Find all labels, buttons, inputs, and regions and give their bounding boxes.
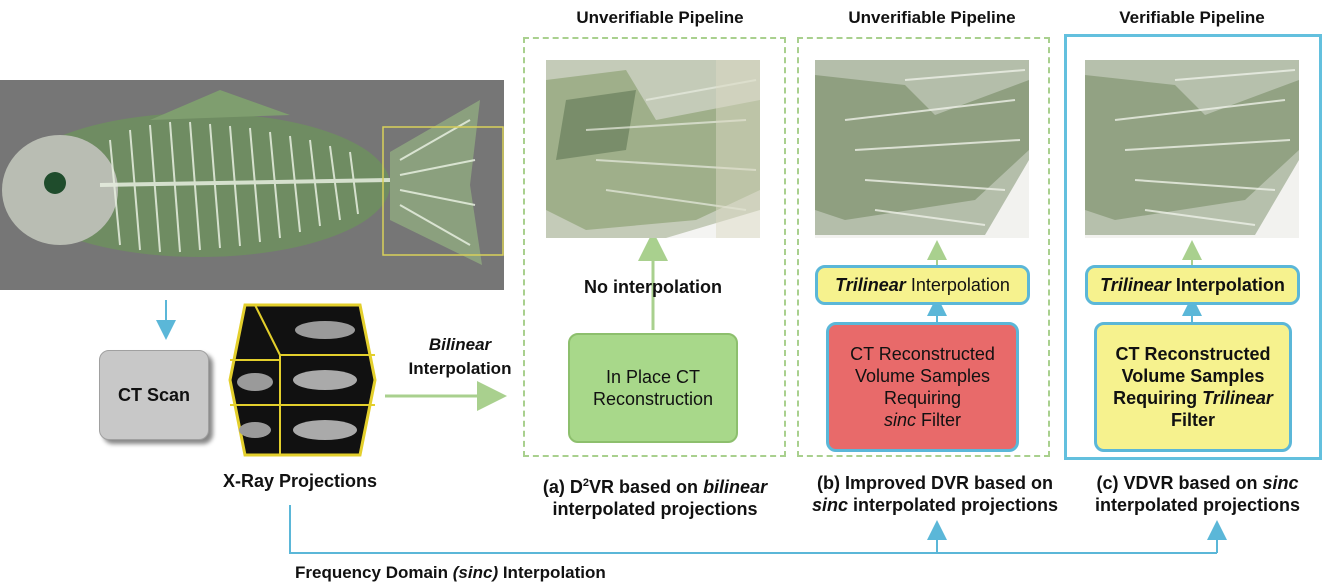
caption-panel-b: (b) Improved DVR based on sinc interpola… — [811, 473, 1059, 515]
title-panel-b: Unverifiable Pipeline — [848, 8, 1016, 27]
no-interpolation-label: No interpolation — [584, 277, 722, 297]
in-place-ct-line1: In Place CT — [605, 367, 701, 387]
bilinear-word: Bilinear — [428, 335, 492, 354]
caption-panel-a: (a) D2VR based on bilinear interpolated … — [542, 477, 768, 519]
in-place-ct-box: In Place CT Reconstruction — [568, 333, 738, 443]
panel-b-frame — [797, 37, 1050, 457]
panel-c-trilinear-filter-box: CT Reconstructed Volume Samples Requirin… — [1094, 322, 1292, 452]
panel-a-frame — [523, 37, 786, 457]
title-panel-c: Verifiable Pipeline — [1119, 8, 1265, 27]
caption-panel-c: (c) VDVR based on sinc interpolated proj… — [1094, 473, 1301, 515]
panel-c-trilinear-box: Trilinear Interpolation — [1085, 265, 1300, 305]
xray-projections-cube — [225, 300, 380, 460]
panel-a-render — [546, 60, 760, 238]
title-panel-a: Unverifiable Pipeline — [576, 8, 744, 27]
fish-ct-image — [0, 80, 504, 290]
sinc-path-line — [289, 505, 1217, 554]
ct-scan-box: CT Scan — [99, 350, 209, 440]
panel-b-sinc-box: CT Reconstructed Volume Samples Requirin… — [826, 322, 1019, 452]
interpolation-word: Interpolation — [408, 359, 512, 378]
bilinear-label: Bilinear Interpolation — [395, 333, 525, 381]
frequency-domain-label: Frequency Domain (sinc) Interpolation — [295, 563, 606, 582]
ct-scan-label: CT Scan — [117, 385, 191, 405]
panel-c-frame — [1064, 34, 1322, 460]
panel-b-render — [815, 60, 1029, 238]
xray-caption: X-Ray Projections — [222, 471, 378, 491]
panel-b-trilinear-box: Trilinear Interpolation — [815, 265, 1030, 305]
panel-c-render — [1085, 60, 1299, 238]
in-place-ct-line2: Reconstruction — [592, 389, 714, 409]
